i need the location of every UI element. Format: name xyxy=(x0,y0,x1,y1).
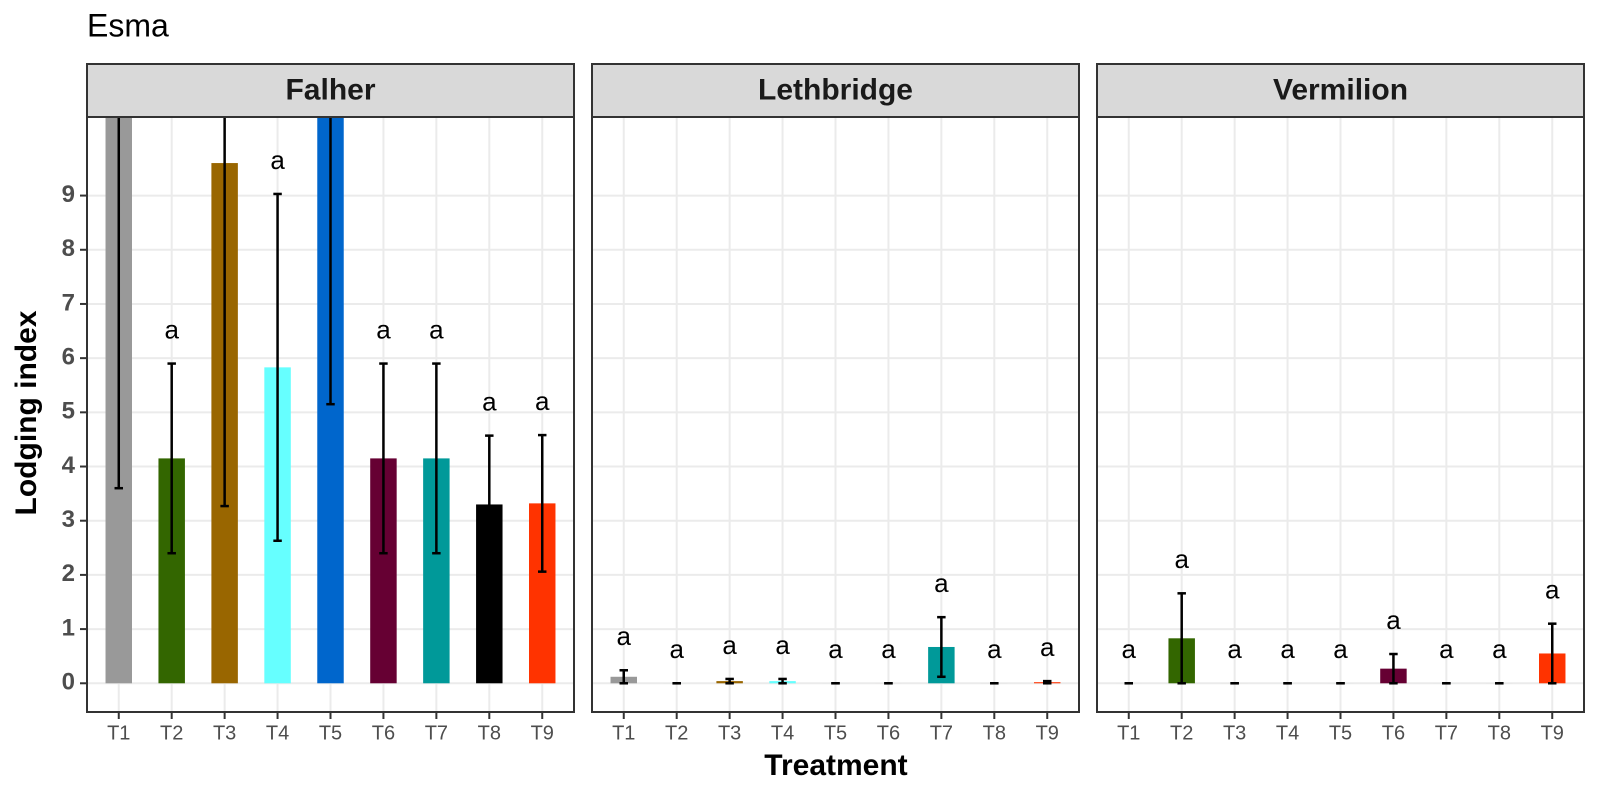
x-tick-label: T8 xyxy=(1488,722,1511,744)
x-tick-label: T3 xyxy=(1223,722,1246,744)
y-tick-label: 7 xyxy=(62,289,75,316)
x-tick-label: T4 xyxy=(1276,722,1299,744)
x-tick-label: T8 xyxy=(983,722,1006,744)
strip-label: Vermilion xyxy=(1273,73,1408,106)
strip-label: Falher xyxy=(285,73,375,106)
error-bar xyxy=(619,669,628,685)
x-tick-label: T1 xyxy=(1117,722,1140,744)
significance-letter: a xyxy=(1545,575,1560,605)
y-tick-label: 0 xyxy=(62,669,75,696)
x-tick-label: T9 xyxy=(531,722,554,744)
x-tick-label: T3 xyxy=(718,722,741,744)
x-tick-label: T2 xyxy=(665,722,688,744)
x-tick-label: T2 xyxy=(1170,722,1193,744)
error-bar xyxy=(538,433,547,573)
x-tick-label: T8 xyxy=(478,722,501,744)
significance-letter: a xyxy=(270,145,285,175)
significance-letter: a xyxy=(376,314,391,344)
x-tick-label: T1 xyxy=(612,722,635,744)
y-tick-label: 8 xyxy=(62,235,75,262)
significance-letter: a xyxy=(1439,634,1454,664)
error-bar xyxy=(379,362,388,555)
error-bar xyxy=(937,615,946,679)
significance-letter: a xyxy=(617,621,632,651)
x-tick-label: T7 xyxy=(930,722,953,744)
significance-letter: a xyxy=(934,568,949,598)
significance-letter: a xyxy=(1386,605,1401,635)
significance-letter: a xyxy=(669,634,684,664)
y-tick-label: 6 xyxy=(62,343,75,370)
panel: a a a a a a xyxy=(87,117,574,712)
x-tick-label: T4 xyxy=(771,722,794,744)
y-tick-label: 5 xyxy=(62,398,75,425)
x-tick-label: T6 xyxy=(1382,722,1405,744)
significance-letter: a xyxy=(1227,634,1242,664)
strip xyxy=(1096,63,1585,118)
x-tick-label: T7 xyxy=(1435,722,1458,744)
x-tick-label: T3 xyxy=(213,722,236,744)
significance-letter: a xyxy=(881,634,896,664)
significance-letter: a xyxy=(429,314,444,344)
error-bar xyxy=(725,677,734,685)
error-bar xyxy=(273,192,282,543)
significance-letter: a xyxy=(722,630,737,660)
significance-letter: a xyxy=(1040,632,1055,662)
significance-letter: a xyxy=(1492,634,1507,664)
chart-title: Esma xyxy=(87,7,169,43)
y-tick-label: 1 xyxy=(62,614,75,641)
x-tick-label: T5 xyxy=(1329,722,1352,744)
significance-letter: a xyxy=(1174,544,1189,574)
error-bar xyxy=(485,434,494,575)
x-axis-label: Treatment xyxy=(764,749,907,782)
y-tick-label: 3 xyxy=(62,506,75,533)
error-bar xyxy=(114,117,123,490)
panel: a a a a a a a a a xyxy=(1097,117,1584,712)
significance-letter: a xyxy=(164,314,179,344)
error-bar xyxy=(1389,652,1398,685)
error-bar xyxy=(1548,622,1557,685)
strip xyxy=(86,63,575,118)
y-tick-label: 2 xyxy=(62,560,75,587)
significance-letter: a xyxy=(1333,634,1348,664)
significance-letter: a xyxy=(1280,634,1295,664)
significance-letter: a xyxy=(535,386,550,416)
strip-label: Lethbridge xyxy=(758,73,913,106)
significance-letter: a xyxy=(482,387,497,417)
error-bar xyxy=(326,117,335,406)
x-tick-label: T2 xyxy=(160,722,183,744)
error-bar xyxy=(220,117,229,508)
x-tick-label: T4 xyxy=(266,722,289,744)
significance-letter: a xyxy=(828,634,843,664)
strip xyxy=(591,63,1080,118)
error-bar xyxy=(1043,679,1052,685)
x-tick-label: T5 xyxy=(824,722,847,744)
y-tick-label: 9 xyxy=(62,181,75,208)
y-axis-label: Lodging index xyxy=(10,310,43,515)
error-bar xyxy=(1177,592,1186,685)
significance-letter: a xyxy=(1122,634,1137,664)
x-tick-label: T5 xyxy=(319,722,342,744)
x-tick-label: T7 xyxy=(425,722,448,744)
x-tick-label: T9 xyxy=(1036,722,1059,744)
error-bar xyxy=(167,362,176,555)
x-tick-label: T6 xyxy=(372,722,395,744)
error-bar xyxy=(432,362,441,555)
error-bar xyxy=(778,677,787,685)
x-tick-label: T1 xyxy=(107,722,130,744)
panel: a a a a a a a a a xyxy=(592,117,1079,712)
significance-letter: a xyxy=(775,630,790,660)
x-tick-label: T6 xyxy=(877,722,900,744)
x-tick-label: T9 xyxy=(1541,722,1564,744)
significance-letter: a xyxy=(987,634,1002,664)
y-tick-label: 4 xyxy=(62,452,76,479)
